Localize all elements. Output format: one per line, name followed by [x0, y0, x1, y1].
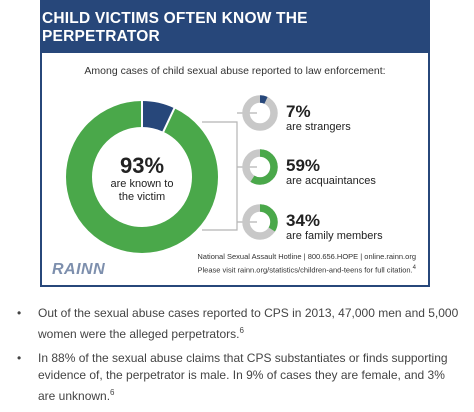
bullet-icon: • [17, 351, 22, 365]
bullet-icon: • [17, 306, 22, 320]
small-donut-slice-1 [242, 149, 278, 185]
bullet-ref: 6 [110, 388, 115, 397]
bullet-text: Out of the sexual abuse cases reported t… [38, 306, 459, 341]
citation-text: Please visit rainn.org/statistics/childr… [198, 265, 416, 275]
main-donut-desc-line2: the victim [118, 191, 166, 203]
connector-bracket [202, 121, 238, 231]
citation-link[interactable]: rainn.org/statistics/children-and-teens [237, 265, 363, 275]
list-item: • In 88% of the sexual abuse claims that… [12, 350, 464, 405]
strangers-pct: 7% [286, 102, 311, 121]
small-donut-slice-2 [242, 204, 278, 240]
infographic-title: CHILD VICTIMS OFTEN KNOW THE PERPETRATOR [42, 9, 308, 45]
citation-suffix: for full citation. [362, 265, 413, 275]
infographic-subtitle: Among cases of child sexual abuse report… [84, 65, 386, 77]
main-donut-pct: 93% [119, 153, 165, 178]
family-pct: 34% [286, 211, 321, 230]
acquaintances-desc: are acquaintances [286, 175, 376, 187]
citation-prefix: Please visit [197, 265, 238, 275]
citation-ref: 4 [412, 265, 416, 271]
rainn-logo: RAINN [52, 261, 106, 278]
hotline-text: National Sexual Assault Hotline | 800.65… [197, 252, 416, 261]
acquaintances-pct: 59% [286, 156, 321, 175]
main-donut-desc-line1: are known to [110, 178, 174, 190]
donut-charts [66, 95, 278, 253]
main-donut-label: 93% are known to the victim [102, 154, 182, 204]
strangers-desc: are strangers [286, 121, 351, 133]
infographic-card: CHILD VICTIMS OFTEN KNOW THE PERPETRATOR… [40, 0, 430, 287]
infographic-header: CHILD VICTIMS OFTEN KNOW THE PERPETRATOR [42, 2, 428, 53]
donut-separator-1 [161, 106, 176, 134]
bullet-list: • Out of the sexual abuse cases reported… [12, 305, 464, 412]
small-donut-slice-0 [242, 95, 278, 131]
bullet-ref: 6 [239, 326, 244, 335]
list-item: • Out of the sexual abuse cases reported… [12, 305, 464, 343]
bullet-text: In 88% of the sexual abuse claims that C… [38, 351, 448, 403]
family-desc: are family members [286, 230, 383, 242]
